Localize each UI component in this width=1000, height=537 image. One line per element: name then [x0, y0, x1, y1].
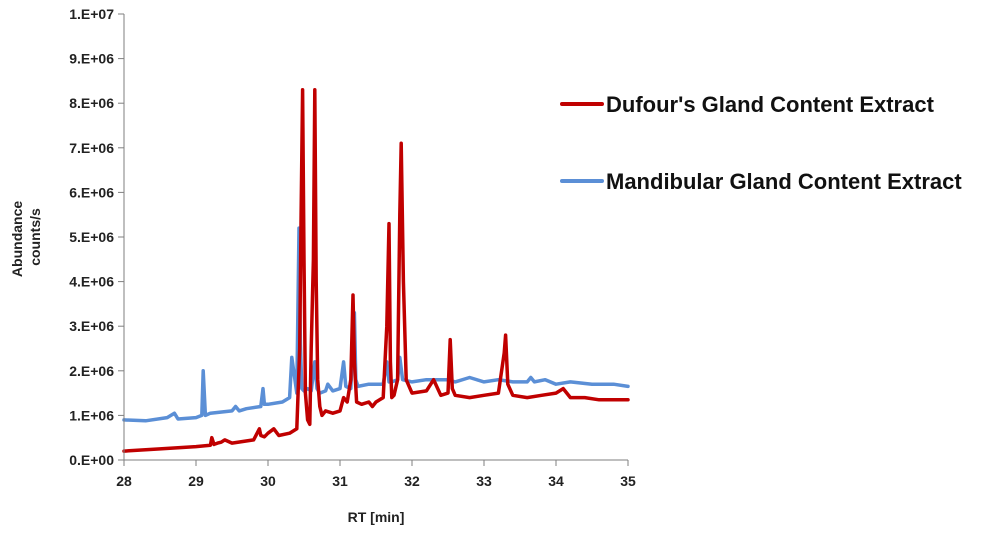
y-tick-label: 9.E+06 — [69, 51, 114, 67]
y-tick-label: 0.E+00 — [69, 452, 114, 468]
chart-legend: Dufour's Gland Content Extract Mandibular… — [560, 92, 962, 194]
legend-label: Mandibular Gland Content Extract — [606, 169, 962, 194]
y-axis-ticks: 0.E+00 1.E+06 2.E+06 3.E+06 4.E+06 5.E+06 6.E+… — [69, 6, 124, 468]
series-layer — [122, 88, 630, 453]
x-tick-label: 34 — [548, 473, 564, 489]
x-axis-label: RT [min] — [348, 509, 405, 525]
x-tick-label: 28 — [116, 473, 132, 489]
y-tick-label: 8.E+06 — [69, 95, 114, 111]
x-tick-label: 30 — [260, 473, 276, 489]
x-tick-label: 33 — [476, 473, 492, 489]
y-tick-label: 6.E+06 — [69, 184, 114, 200]
y-tick-label: 1.E+07 — [69, 6, 114, 22]
x-tick-label: 32 — [404, 473, 420, 489]
y-axis-label: Abundance counts/s — [9, 197, 43, 277]
y-tick-label: 4.E+06 — [69, 274, 114, 290]
x-axis-ticks: 28 29 30 31 32 33 34 35 — [116, 460, 636, 489]
y-axis-label-line-1: Abundance — [9, 201, 25, 277]
y-tick-label: 2.E+06 — [69, 363, 114, 379]
series-line-dufours-gland — [122, 88, 630, 453]
x-tick-label: 35 — [620, 473, 636, 489]
legend-label: Dufour's Gland Content Extract — [606, 92, 935, 117]
y-axis-label-line-2: counts/s — [27, 208, 43, 266]
y-tick-label: 3.E+06 — [69, 318, 114, 334]
y-tick-label: 1.E+06 — [69, 407, 114, 423]
y-tick-label: 7.E+06 — [69, 140, 114, 156]
x-tick-label: 29 — [188, 473, 204, 489]
series-line-mandibular-gland — [122, 226, 630, 423]
x-tick-label: 31 — [332, 473, 348, 489]
y-tick-label: 5.E+06 — [69, 229, 114, 245]
